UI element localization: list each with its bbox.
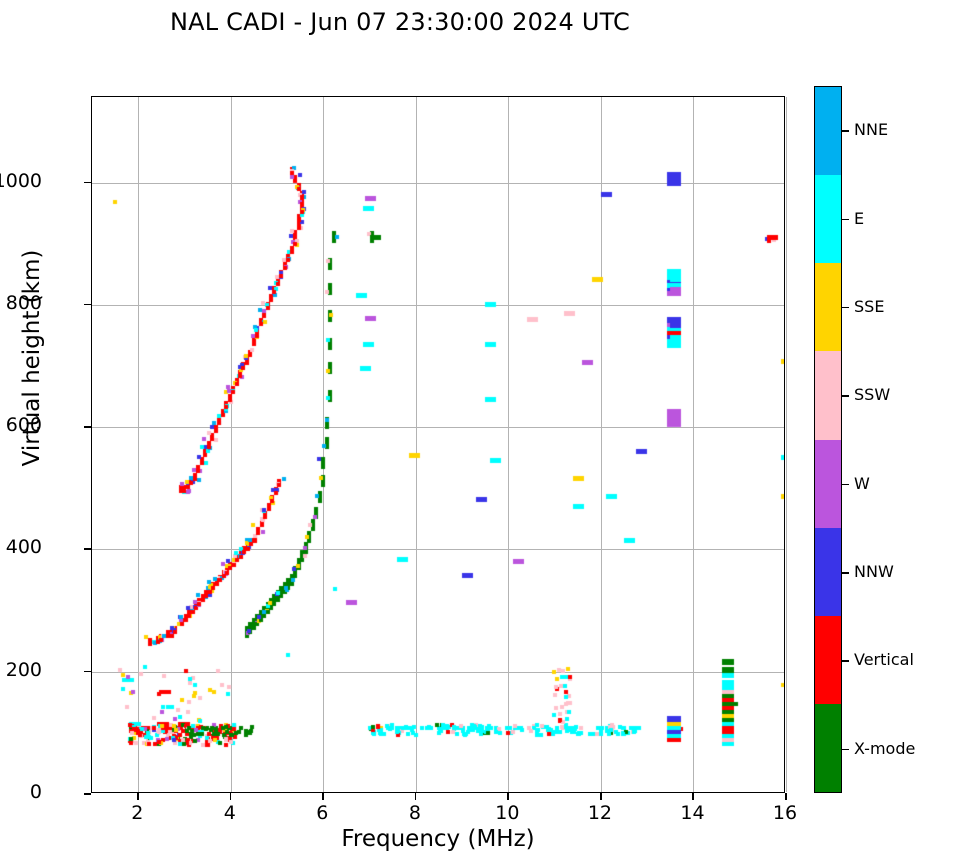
colorbar-label-e: E bbox=[854, 208, 865, 228]
colorbar-segment-ssw[interactable] bbox=[815, 351, 841, 440]
y-tick-label: 0 bbox=[29, 781, 42, 803]
x-tick bbox=[414, 793, 417, 800]
colorbar-label-vertical: Vertical bbox=[854, 650, 914, 670]
colorbar-segment-x-mode[interactable] bbox=[815, 703, 841, 792]
colorbar-segment-sse[interactable] bbox=[815, 263, 841, 352]
y-tick bbox=[84, 793, 91, 795]
colorbar-tick bbox=[842, 395, 849, 397]
colorbar-label-x-mode: X-mode bbox=[854, 738, 916, 758]
x-tick bbox=[785, 793, 787, 800]
colorbar-tick bbox=[842, 306, 849, 309]
y-tick bbox=[84, 426, 91, 428]
x-tick bbox=[322, 793, 324, 800]
x-tick-label: 8 bbox=[408, 802, 421, 824]
ionogram-canvas bbox=[92, 97, 784, 792]
colorbar-segment-vertical[interactable] bbox=[815, 615, 841, 704]
x-tick bbox=[599, 793, 602, 800]
colorbar-label-sse: SSE bbox=[854, 296, 885, 316]
gridline-vertical bbox=[786, 97, 787, 792]
colorbar-tick bbox=[842, 660, 849, 662]
colorbar-label-nnw: NNW bbox=[854, 562, 894, 582]
colorbar-segment-nne[interactable] bbox=[815, 87, 841, 176]
colorbar[interactable] bbox=[814, 86, 842, 793]
x-tick-label: 4 bbox=[223, 802, 236, 824]
y-tick-label: 1000 bbox=[0, 169, 42, 192]
y-tick-label: 200 bbox=[5, 658, 42, 681]
x-tick-label: 10 bbox=[495, 802, 520, 824]
y-tick-label: 400 bbox=[5, 536, 42, 559]
colorbar-segment-nnw[interactable] bbox=[815, 527, 841, 616]
x-tick bbox=[692, 793, 695, 800]
x-tick bbox=[229, 793, 232, 800]
y-tick bbox=[84, 670, 91, 673]
x-tick-label: 14 bbox=[680, 802, 705, 824]
page-title: NAL CADI - Jun 07 23:30:00 2024 UTC bbox=[169, 8, 631, 36]
y-tick bbox=[84, 181, 91, 184]
colorbar-tick bbox=[842, 130, 849, 132]
x-tick-label: 2 bbox=[131, 802, 144, 824]
x-tick-label: 12 bbox=[587, 802, 613, 824]
x-tick bbox=[137, 793, 139, 800]
y-axis-title: Virtual height (km) bbox=[19, 249, 45, 467]
y-tick bbox=[84, 303, 91, 306]
y-tick-label: 800 bbox=[5, 291, 42, 314]
colorbar-label-w: W bbox=[854, 473, 870, 493]
plot-area[interactable] bbox=[91, 96, 787, 793]
colorbar-label-nne: NNE bbox=[854, 120, 889, 140]
colorbar-tick bbox=[842, 218, 849, 221]
colorbar-label-ssw: SSW bbox=[854, 385, 891, 405]
x-tick bbox=[507, 793, 509, 800]
x-axis-title: Frequency (MHz) bbox=[341, 826, 535, 852]
x-tick-label: 6 bbox=[316, 802, 329, 824]
y-tick bbox=[84, 548, 91, 551]
echo-scatter-layer bbox=[92, 97, 784, 792]
x-tick-label: 16 bbox=[772, 802, 798, 824]
colorbar-segment-w[interactable] bbox=[815, 439, 841, 528]
colorbar-tick bbox=[842, 483, 849, 486]
colorbar-tick bbox=[842, 572, 849, 574]
colorbar-segment-e[interactable] bbox=[815, 175, 841, 264]
colorbar-tick bbox=[842, 748, 849, 751]
y-tick-label: 600 bbox=[5, 414, 42, 437]
